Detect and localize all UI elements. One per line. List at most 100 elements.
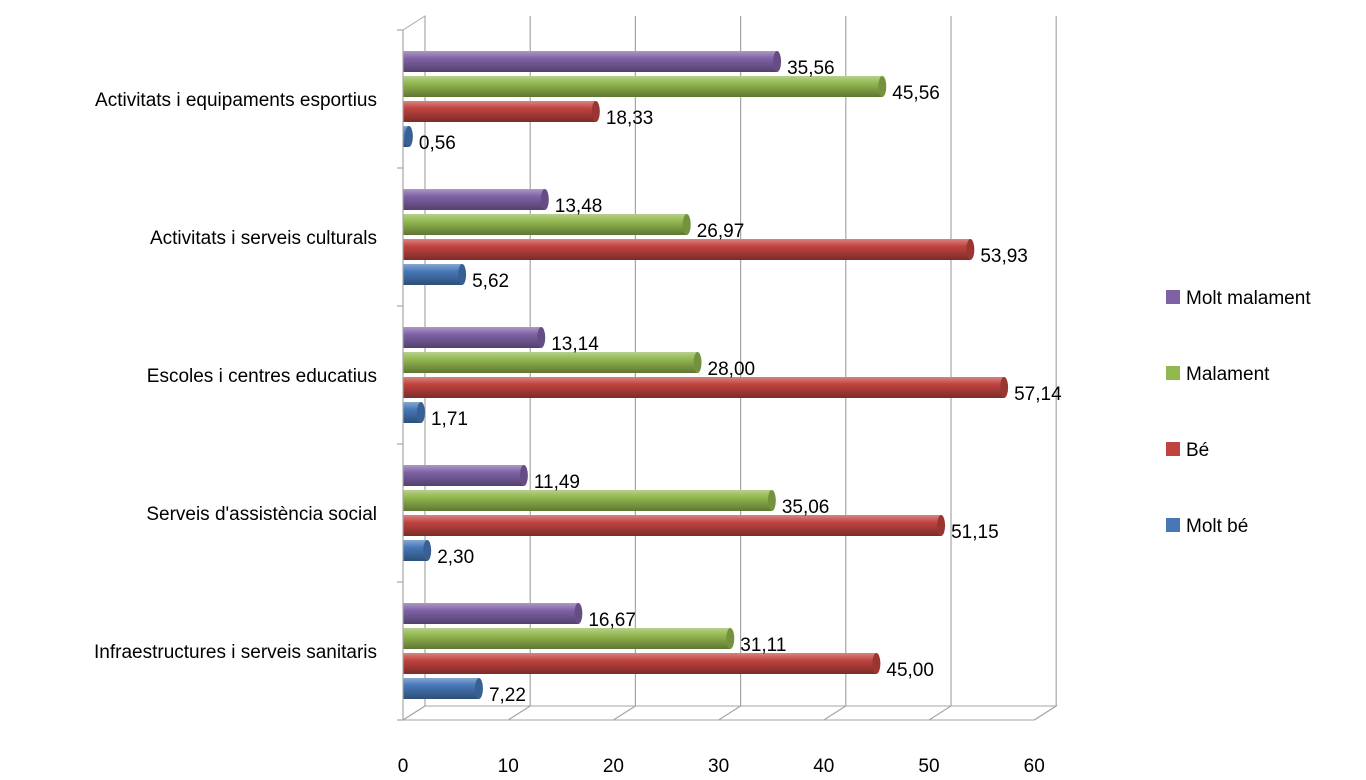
bar-body [403, 465, 524, 486]
gridline-floor [928, 705, 952, 721]
category-label: Activitats i equipaments esportius [95, 90, 377, 111]
x-axis-tick-labels: 0 10 20 30 40 50 60 [398, 756, 1045, 777]
bar-be-4 [403, 515, 946, 536]
category-label: Escoles i centres educatius [147, 366, 377, 387]
bar-cap [537, 327, 546, 348]
legend-label: Malament [1186, 364, 1270, 385]
bar-be-3 [403, 377, 1009, 398]
bar-body [403, 51, 778, 72]
data-label: 53,93 [980, 246, 1028, 267]
data-label: 13,14 [551, 334, 599, 355]
gridline-floor [718, 705, 741, 721]
bar-molt-be-2 [403, 264, 467, 285]
bar-body [403, 402, 421, 423]
legend-item-molt-be: Molt bé [1166, 516, 1248, 537]
bar-cap [682, 214, 691, 235]
legend-swatch [1166, 366, 1180, 380]
gridline-floor [402, 705, 426, 721]
gridline-floor [823, 705, 847, 721]
bar-body [403, 189, 545, 210]
category-label: Infraestructures i serveis sanitaris [94, 642, 377, 663]
bar-body [403, 214, 687, 235]
x-tick-label: 20 [603, 756, 624, 777]
bar-body [403, 239, 971, 260]
data-label: 1,71 [431, 409, 468, 430]
bar-cap [966, 239, 975, 260]
bar-body [403, 653, 877, 674]
bar-malament-4 [403, 490, 776, 511]
bar-body [403, 352, 698, 373]
x-tick-label: 30 [708, 756, 729, 777]
bar-molt-malament-3 [403, 327, 546, 348]
bar-molt-malament-1 [403, 51, 782, 72]
data-label: 35,56 [787, 58, 835, 79]
legend-item-molt-malament: Molt malament [1166, 288, 1311, 309]
data-label: 45,56 [892, 83, 940, 104]
data-label: 5,62 [472, 271, 509, 292]
data-label: 16,67 [588, 610, 636, 631]
data-label: 57,14 [1014, 384, 1062, 405]
bar-cap [767, 490, 776, 511]
x-tick-label: 10 [498, 756, 519, 777]
bar-cap [1000, 377, 1009, 398]
bar-molt-malament-4 [403, 465, 528, 486]
bar-cap [937, 515, 946, 536]
category-label: Serveis d'assistència social [146, 504, 377, 525]
bar-be-2 [403, 239, 975, 260]
bar-body [403, 540, 428, 561]
x-tick-label: 60 [1024, 756, 1045, 777]
bar-malament-2 [403, 214, 691, 235]
category-labels: Activitats i equipaments esportius Activi… [94, 90, 377, 663]
bar-molt-be-5 [403, 678, 483, 699]
data-labels: 35,56 45,56 18,33 0,56 13,48 26,97 53,93 5,62 13… [419, 58, 1062, 706]
bar-cap [591, 101, 600, 122]
bar-cap [458, 264, 467, 285]
legend-label: Molt malament [1186, 288, 1311, 309]
bar-body [403, 678, 479, 699]
bar-cap [574, 603, 583, 624]
legend-swatch [1166, 290, 1180, 304]
legend-item-be: Bé [1166, 440, 1209, 461]
bar-body [403, 490, 772, 511]
bar-molt-malament-2 [403, 189, 549, 210]
data-label: 51,15 [951, 522, 999, 543]
data-label: 7,22 [489, 685, 526, 706]
bar-cap [726, 628, 735, 649]
bar-cap [519, 465, 528, 486]
data-label: 11,49 [534, 472, 580, 493]
bar-body [403, 515, 942, 536]
x-tick-label: 50 [918, 756, 939, 777]
bar-cap [693, 352, 702, 373]
bar-cap [416, 402, 425, 423]
bars [403, 51, 1009, 699]
gridline-floor [507, 705, 531, 721]
data-label: 2,30 [437, 547, 474, 568]
legend: Molt malament Malament Bé Molt bé [1166, 288, 1311, 537]
bar-molt-be-1 [403, 126, 413, 147]
x-tick-label: 0 [398, 756, 409, 777]
data-label: 35,06 [782, 497, 830, 518]
x-tick-label: 40 [813, 756, 834, 777]
bar-body [403, 603, 579, 624]
data-label: 18,33 [606, 108, 654, 129]
category-label: Activitats i serveis culturals [150, 228, 377, 249]
bar-be-1 [403, 101, 600, 122]
data-label: 31,11 [740, 635, 786, 656]
data-label: 26,97 [697, 221, 745, 242]
bar-cap [404, 126, 413, 147]
legend-swatch [1166, 518, 1180, 532]
bar-body [403, 628, 731, 649]
bar-body [403, 76, 883, 97]
bar-cap [878, 76, 887, 97]
bar-cap [423, 540, 432, 561]
gridline-floor [1033, 705, 1057, 721]
legend-label: Molt bé [1186, 516, 1248, 537]
bar-cap [474, 678, 483, 699]
bar-molt-malament-5 [403, 603, 583, 624]
data-label: 28,00 [708, 359, 756, 380]
legend-item-malament: Malament [1166, 364, 1270, 385]
legend-swatch [1166, 442, 1180, 456]
legend-label: Bé [1186, 440, 1209, 461]
